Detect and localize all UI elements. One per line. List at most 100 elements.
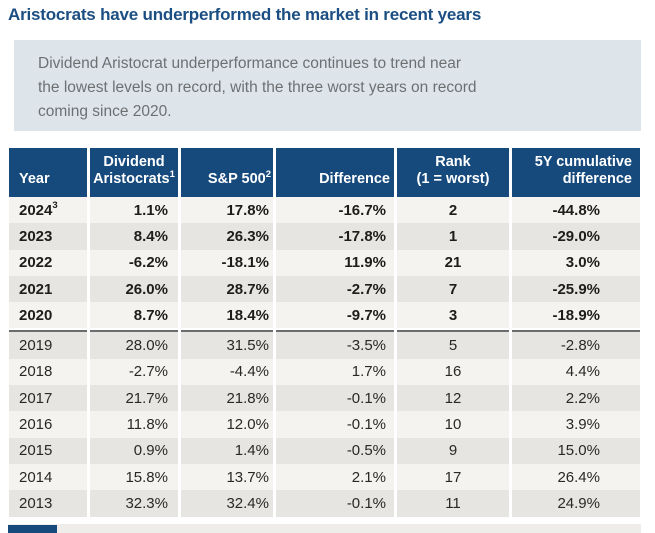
difference-cell: -0.1% (276, 411, 394, 438)
year-cell: 2022 (9, 249, 87, 276)
worst-years-separator-segment (512, 328, 640, 333)
cumulative-cell: 15.0% (512, 437, 640, 464)
page-title: Aristocrats have underperformed the mark… (8, 5, 482, 24)
rank-cell: 7 (397, 275, 509, 303)
sp500-cell: 32.4% (181, 490, 273, 517)
difference-cell: -3.5% (276, 332, 394, 359)
cumulative-cell: 4.4% (512, 358, 640, 386)
rank-cell: 21 (397, 249, 509, 276)
col-header-year: Year (9, 148, 87, 194)
table-header: Year Dividend Aristocrats1 S&P 5002 Diff… (9, 148, 640, 194)
year-cell: 2015 (9, 437, 87, 464)
rank-cell: 2 (397, 197, 509, 224)
cumulative-cell: -2.8% (512, 332, 640, 359)
year-cell: 2023 (9, 223, 87, 250)
table-row-2013: 2013 32.3% 32.4% -0.1% 11 24.9% (9, 490, 640, 517)
year-cell: 2017 (9, 385, 87, 412)
callout-line: the lowest levels on record, with the th… (38, 79, 477, 96)
aristocrats-cell: 11.8% (90, 411, 178, 438)
table-row-2018: 2018 -2.7% -4.4% 1.7% 16 4.4% (9, 358, 640, 386)
aristocrats-cell: 28.0% (90, 332, 178, 359)
cumulative-cell: 24.9% (512, 490, 640, 517)
returns-table: Year Dividend Aristocrats1 S&P 5002 Diff… (6, 148, 643, 517)
difference-cell: -0.1% (276, 385, 394, 412)
sp500-cell: -4.4% (181, 358, 273, 386)
table-row-2016: 2016 11.8% 12.0% -0.1% 10 3.9% (9, 411, 640, 438)
year-cell: 2021 (9, 275, 87, 303)
rank-cell: 9 (397, 437, 509, 464)
cumulative-cell: 26.4% (512, 463, 640, 491)
year-cell: 2020 (9, 302, 87, 329)
table-row-2024: 20243 1.1% 17.8% -16.7% 2 -44.8% (9, 197, 640, 224)
worst-years-separator-segment (9, 328, 87, 333)
header-underline-segment (9, 194, 87, 197)
rank-cell: 11 (397, 490, 509, 517)
col-header-cumulative: 5Y cumulative difference (512, 148, 640, 194)
table-row-2019: 2019 28.0% 31.5% -3.5% 5 -2.8% (9, 332, 640, 359)
callout-line: coming since 2020. (38, 103, 172, 120)
table-row-2020: 2020 8.7% 18.4% -9.7% 3 -18.9% (9, 302, 640, 329)
sp500-cell: 1.4% (181, 437, 273, 464)
aristocrats-cell: 8.7% (90, 302, 178, 329)
callout-box: Dividend Aristocrat underperformance con… (14, 40, 641, 131)
difference-cell: -2.7% (276, 275, 394, 303)
worst-years-separator-segment (90, 328, 178, 333)
year-cell: 20243 (9, 197, 87, 224)
header-underline-segment (90, 194, 178, 197)
cumulative-cell: 2.2% (512, 385, 640, 412)
rank-cell: 1 (397, 223, 509, 250)
aristocrats-cell: 15.8% (90, 463, 178, 491)
cumulative-cell: -44.8% (512, 197, 640, 224)
sp500-cell: 13.7% (181, 463, 273, 491)
difference-cell: -0.5% (276, 437, 394, 464)
year-cell: 2016 (9, 411, 87, 438)
year-cell: 2014 (9, 463, 87, 491)
difference-cell: -17.8% (276, 223, 394, 250)
table-row-2023: 2023 8.4% 26.3% -17.8% 1 -29.0% (9, 223, 640, 250)
sp500-cell: 28.7% (181, 275, 273, 303)
difference-cell: 11.9% (276, 249, 394, 276)
next-section-header-fragment (8, 525, 57, 533)
table-row-2017: 2017 21.7% 21.8% -0.1% 12 2.2% (9, 385, 640, 412)
rank-cell: 3 (397, 302, 509, 329)
year-cell: 2013 (9, 490, 87, 517)
rank-cell: 16 (397, 358, 509, 386)
cumulative-cell: -25.9% (512, 275, 640, 303)
difference-cell: -9.7% (276, 302, 394, 329)
sp500-cell: -18.1% (181, 249, 273, 276)
header-underline-segment (276, 194, 394, 197)
aristocrats-cell: 8.4% (90, 223, 178, 250)
worst-years-separator-segment (276, 328, 394, 333)
header-underline-segment (181, 194, 273, 197)
difference-cell: 2.1% (276, 463, 394, 491)
aristocrats-cell: -2.7% (90, 358, 178, 386)
aristocrats-cell: 0.9% (90, 437, 178, 464)
header-underline-segment (397, 194, 509, 197)
table-row-2021: 2021 26.0% 28.7% -2.7% 7 -25.9% (9, 275, 640, 303)
header-row: Year Dividend Aristocrats1 S&P 5002 Diff… (9, 148, 640, 194)
cumulative-cell: 3.0% (512, 249, 640, 276)
cumulative-cell: 3.9% (512, 411, 640, 438)
col-header-difference: Difference (276, 148, 394, 194)
cumulative-cell: -29.0% (512, 223, 640, 250)
aristocrats-cell: 1.1% (90, 197, 178, 224)
sp500-cell: 26.3% (181, 223, 273, 250)
callout-line: Dividend Aristocrat underperformance con… (38, 55, 462, 72)
sp500-cell: 17.8% (181, 197, 273, 224)
aristocrats-cell: 32.3% (90, 490, 178, 517)
year-cell: 2018 (9, 358, 87, 386)
worst-years-separator (9, 328, 640, 333)
rank-cell: 10 (397, 411, 509, 438)
sp500-cell: 31.5% (181, 332, 273, 359)
header-underline (9, 194, 640, 197)
header-underline-segment (512, 194, 640, 197)
next-section-strip (8, 524, 641, 533)
returns-table-wrapper: Year Dividend Aristocrats1 S&P 5002 Diff… (6, 148, 643, 517)
rank-cell: 12 (397, 385, 509, 412)
aristocrats-cell: 21.7% (90, 385, 178, 412)
col-header-sp500: S&P 5002 (181, 148, 273, 194)
rank-cell: 5 (397, 332, 509, 359)
col-header-aristocrats: Dividend Aristocrats1 (90, 148, 178, 194)
table-body: 20243 1.1% 17.8% -16.7% 2 -44.8% 2023 8.4% 26.3%… (9, 194, 640, 517)
